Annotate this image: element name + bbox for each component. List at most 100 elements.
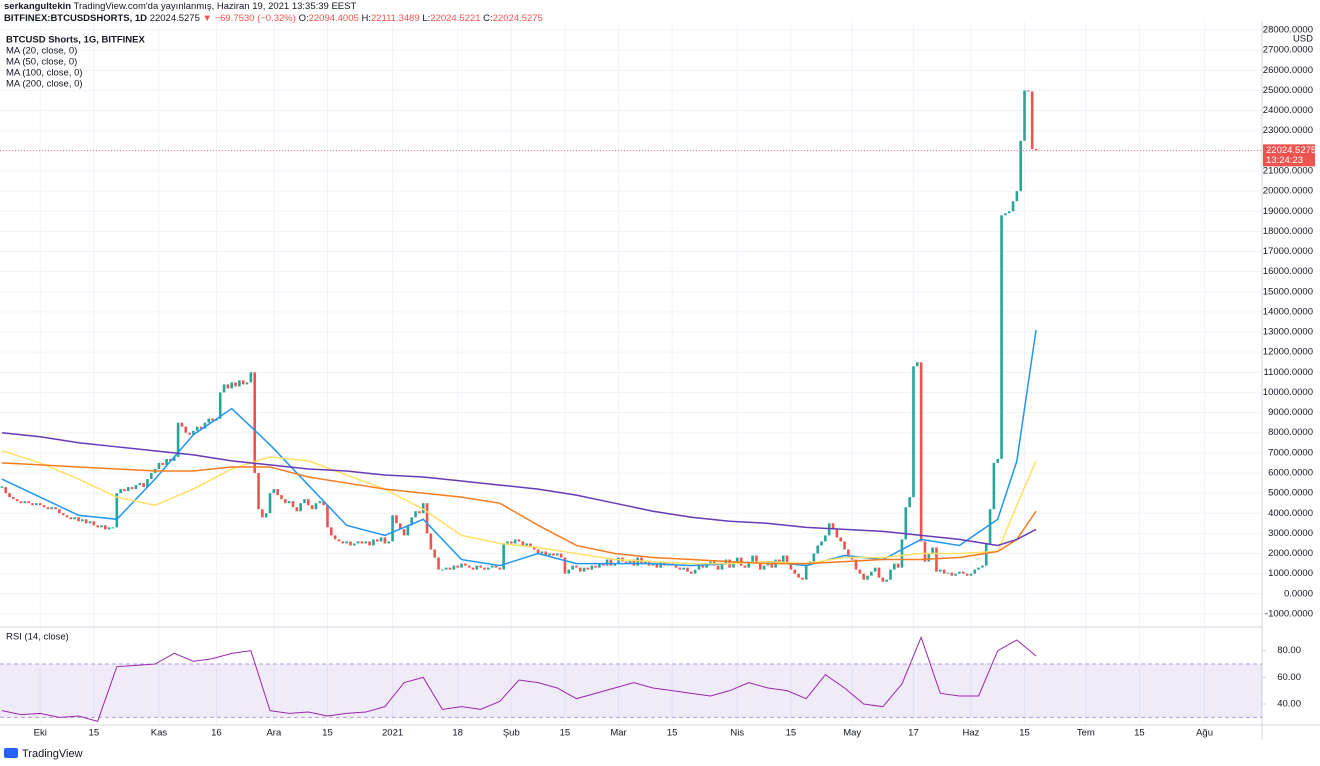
candle — [709, 561, 712, 564]
candle — [896, 563, 900, 568]
candle — [364, 541, 368, 544]
candle — [418, 511, 421, 514]
candle — [935, 547, 938, 572]
candle — [705, 563, 708, 568]
candle — [81, 519, 84, 522]
ohlc-label: C: — [483, 13, 493, 24]
candle — [571, 565, 574, 570]
candle — [471, 567, 475, 570]
candle — [146, 479, 149, 488]
y-tick-label: 11000.0000 — [1264, 367, 1314, 378]
legend-entry: MA (50, close, 0) — [6, 57, 77, 68]
candle — [762, 565, 766, 570]
candle — [115, 493, 119, 528]
candle — [812, 553, 816, 562]
candle — [464, 563, 467, 566]
candle — [988, 509, 992, 544]
candle — [291, 501, 295, 508]
y-tick-label: 1000.0000 — [1268, 568, 1313, 579]
candle — [1000, 215, 1003, 459]
author: serkangultekin — [4, 1, 72, 12]
candle — [536, 549, 540, 554]
ohlc-label: O: — [298, 13, 309, 24]
candle — [575, 565, 578, 568]
candle — [69, 517, 73, 520]
countdown-label: 13:24:23 — [1266, 155, 1303, 166]
candle — [299, 503, 302, 512]
y-tick-label: -1000.0000 — [1265, 608, 1313, 619]
candle — [19, 501, 23, 504]
candle — [827, 523, 831, 536]
candle — [421, 503, 425, 514]
x-tick-label: 18 — [452, 728, 463, 739]
y-tick-label: 7000.0000 — [1268, 447, 1313, 458]
candle — [284, 499, 287, 504]
candle — [1007, 211, 1011, 214]
candle — [513, 539, 517, 544]
y-tick-label: 17000.0000 — [1263, 246, 1313, 257]
candle — [295, 507, 299, 512]
candle — [682, 567, 685, 570]
rsi-title: RSI (14, close) — [6, 632, 69, 643]
y-tick-label: 4000.0000 — [1268, 508, 1313, 519]
candle — [329, 527, 333, 536]
y-tick-label: 9000.0000 — [1268, 407, 1313, 418]
x-tick-label: 15 — [89, 728, 100, 739]
candle — [651, 563, 655, 566]
candle — [973, 569, 977, 574]
candle — [310, 505, 314, 510]
y-tick-label: 5000.0000 — [1268, 488, 1313, 499]
candle — [307, 499, 310, 506]
candle — [950, 572, 954, 576]
candle — [119, 489, 122, 494]
candle — [111, 527, 115, 529]
y-tick-label: 40.00 — [1277, 699, 1301, 710]
candle — [843, 541, 846, 550]
legend-entry: MA (100, close, 0) — [6, 68, 83, 79]
y-tick-label: 80.00 — [1277, 645, 1301, 656]
rsi-band — [0, 664, 1262, 718]
x-tick-label: Kas — [151, 728, 168, 739]
x-tick-label: Ara — [266, 728, 282, 739]
x-tick-label: 15 — [1019, 728, 1030, 739]
candle — [801, 577, 804, 580]
x-tick-label: 15 — [786, 728, 797, 739]
candle — [609, 559, 613, 566]
x-tick-label: Tem — [1077, 728, 1095, 739]
candle — [893, 563, 896, 570]
candle — [238, 380, 241, 387]
candle — [506, 541, 509, 544]
y-tick-label: 2000.0000 — [1268, 548, 1313, 559]
candle — [490, 565, 494, 568]
ohlc-label: H: — [361, 13, 371, 24]
candle — [552, 553, 555, 556]
candle — [35, 503, 38, 506]
y-tick-label: 12000.0000 — [1263, 347, 1313, 358]
candle — [686, 567, 689, 572]
candle — [690, 571, 693, 574]
candle — [919, 362, 923, 542]
candle — [862, 573, 865, 580]
candle — [4, 487, 8, 494]
candle — [877, 567, 881, 578]
candle — [188, 432, 191, 435]
last-price-box — [1263, 144, 1315, 167]
candle — [383, 537, 387, 544]
legend-entry: MA (200, close, 0) — [6, 79, 83, 90]
candle — [984, 543, 988, 566]
candle — [15, 499, 19, 502]
y-tick-label: 3000.0000 — [1268, 528, 1313, 539]
candle — [261, 509, 264, 518]
x-tick-label: Şub — [503, 728, 520, 739]
candle — [586, 567, 590, 570]
ohlc-value: 22094.4005 — [308, 13, 359, 24]
candle — [218, 392, 222, 419]
candle — [452, 565, 456, 570]
candle — [429, 533, 433, 550]
candle — [701, 565, 705, 568]
x-tick-label: 15 — [667, 728, 678, 739]
candle — [540, 551, 544, 554]
candle — [467, 565, 471, 568]
candle — [107, 527, 111, 530]
